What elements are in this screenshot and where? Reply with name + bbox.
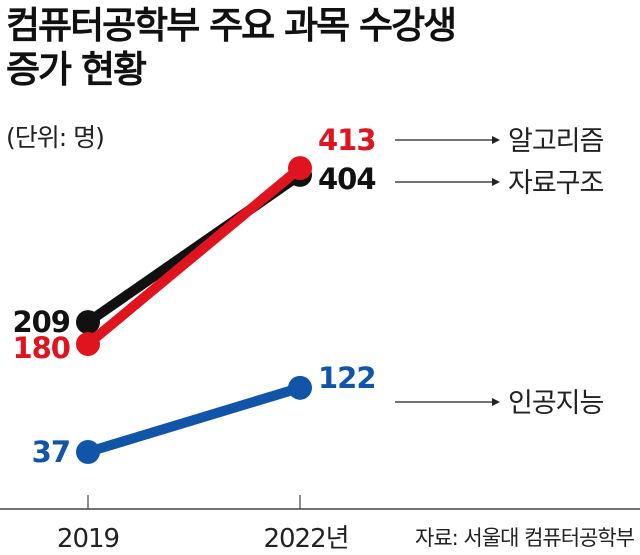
data-point <box>76 310 100 335</box>
series-line-알고리즘 <box>83 163 305 350</box>
data-label: 413 <box>318 123 376 157</box>
data-label: 180 <box>12 331 70 365</box>
legend-label: 인공지능 <box>508 388 604 419</box>
data-point <box>288 375 312 400</box>
legend-arrow-icon <box>492 178 500 186</box>
legend-label: 알고리즘 <box>508 126 604 157</box>
legend-arrow-icon <box>492 398 500 406</box>
x-tick-label: 2022년 <box>263 524 348 554</box>
data-point <box>76 332 100 357</box>
data-label: 122 <box>318 361 376 395</box>
unit-label: (단위: 명) <box>6 123 105 152</box>
chart-title-line1: 컴퓨터공학부 주요 과목 수강생 <box>6 4 457 47</box>
legend-arrow-icon <box>492 136 500 144</box>
data-label: 37 <box>32 435 70 469</box>
data-point <box>76 440 100 464</box>
x-tick-label: 2019 <box>57 524 119 554</box>
source-label: 자료: 서울대 컴퓨터공학부 <box>415 526 635 550</box>
data-label: 209 <box>12 305 70 339</box>
series-line-인공지능 <box>83 382 305 457</box>
data-label: 404 <box>318 162 376 196</box>
data-point <box>288 156 312 181</box>
chart-title-line2: 증가 현황 <box>6 48 147 91</box>
legend-label: 자료구조 <box>508 168 604 199</box>
